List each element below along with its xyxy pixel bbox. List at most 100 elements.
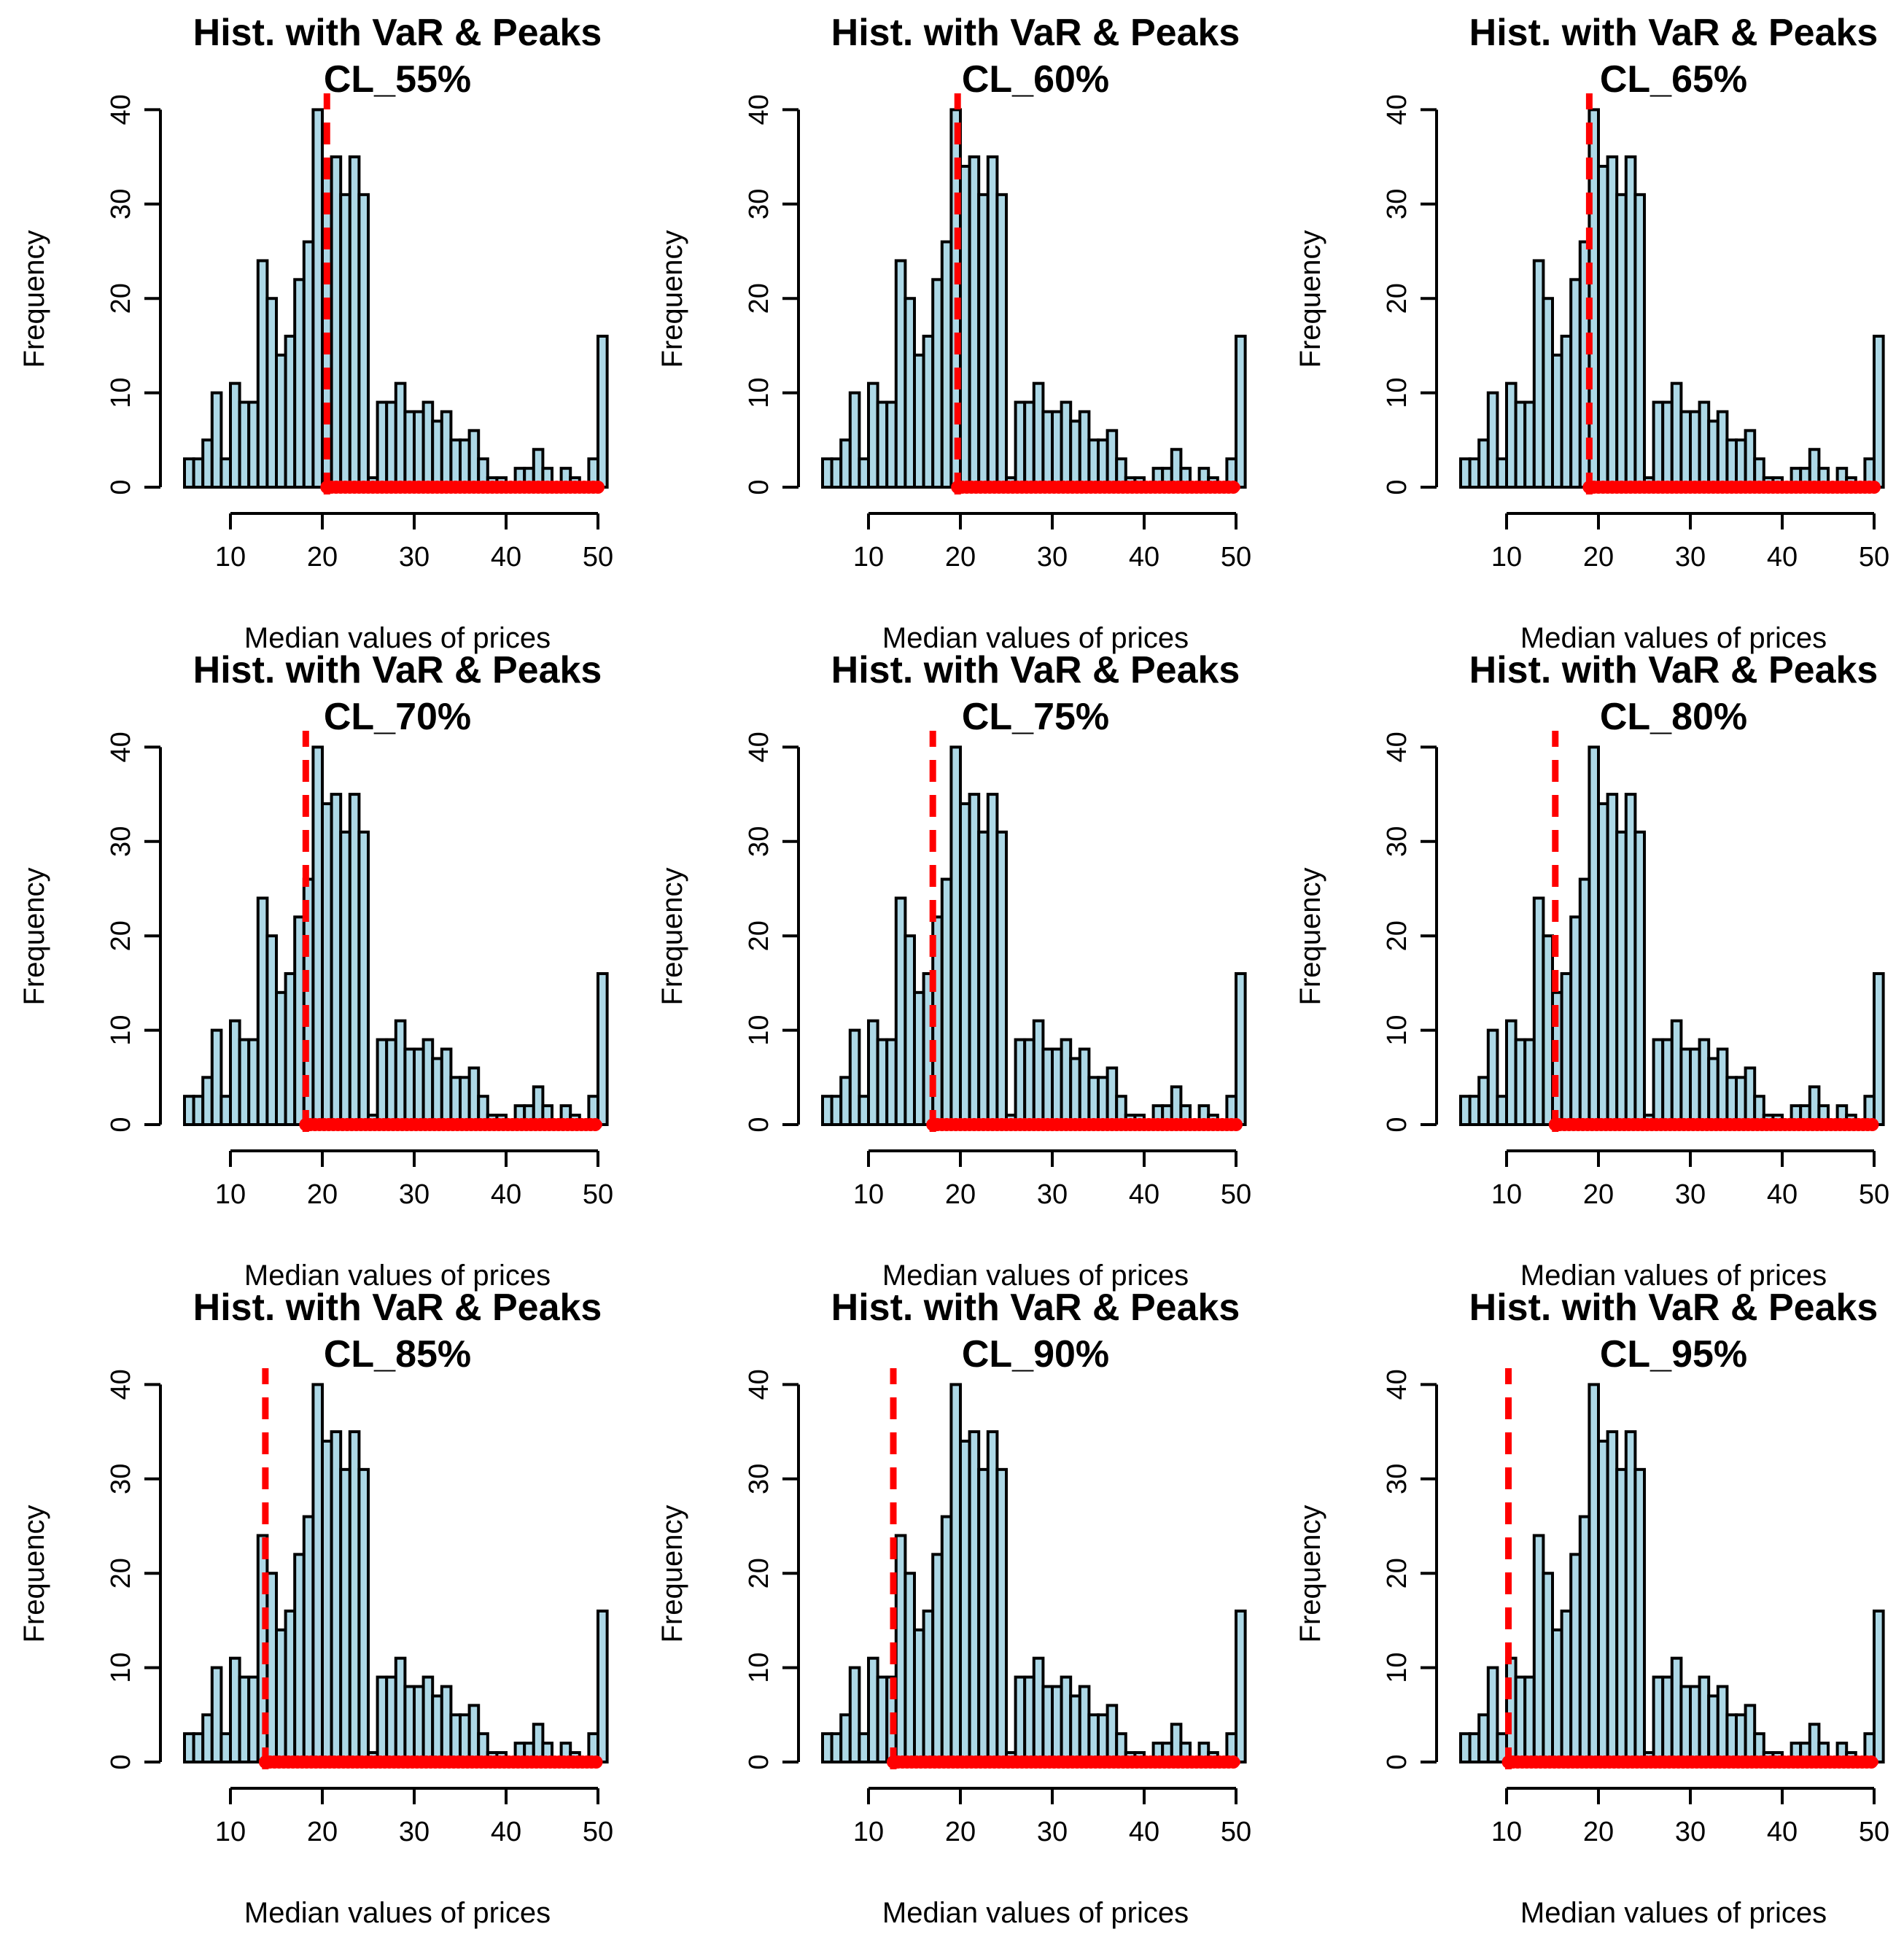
- chart-subtitle: CL_95%: [1600, 1333, 1747, 1375]
- x-tick-label: 40: [491, 542, 521, 573]
- x-tick-label: 50: [583, 542, 613, 573]
- x-tick-label: 30: [399, 1179, 430, 1210]
- peaks-points: [1582, 481, 1881, 494]
- histogram-bar: [1235, 1609, 1247, 1763]
- chart-title: Hist. with VaR & Peaks: [1469, 649, 1878, 691]
- peak-point: [1227, 481, 1240, 494]
- chart-title: Hist. with VaR & Peaks: [193, 1287, 602, 1329]
- peak-point: [1865, 1755, 1878, 1769]
- chart-subtitle: CL_65%: [1600, 58, 1747, 101]
- chart-subtitle: CL_75%: [962, 696, 1109, 738]
- y-axis-label: Frequency: [1294, 1505, 1326, 1643]
- y-tick-label: 0: [744, 479, 774, 494]
- y-tick-label: 10: [1382, 1014, 1413, 1045]
- histogram-bar: [995, 1467, 1008, 1763]
- y-tick-label: 40: [106, 94, 136, 125]
- y-tick-label: 20: [744, 283, 774, 314]
- x-tick-label: 50: [583, 1817, 613, 1847]
- x-tick-label: 20: [1583, 542, 1614, 573]
- chart-subtitle: CL_60%: [962, 58, 1109, 101]
- x-tick-label: 20: [945, 542, 976, 573]
- x-tick-label: 50: [1221, 542, 1251, 573]
- peaks-points: [1501, 1755, 1878, 1769]
- y-tick-label: 10: [106, 1014, 136, 1045]
- histogram-bar: [357, 830, 370, 1126]
- x-axis-label: Median values of prices: [1520, 1897, 1827, 1929]
- x-tick-label: 30: [1037, 1817, 1068, 1847]
- x-axis-label: Median values of prices: [244, 622, 551, 654]
- x-tick-label: 50: [1221, 1179, 1251, 1210]
- y-axis-label: Frequency: [1294, 868, 1326, 1006]
- histogram-bar: [1486, 1666, 1499, 1763]
- histogram-bar: [357, 1467, 370, 1763]
- chart-title: Hist. with VaR & Peaks: [831, 12, 1240, 54]
- histogram-bar: [1873, 971, 1885, 1126]
- y-tick-label: 30: [106, 826, 136, 857]
- y-tick-label: 30: [1382, 189, 1413, 220]
- histogram-bar: [210, 1028, 223, 1126]
- peak-point: [1868, 481, 1881, 494]
- x-tick-label: 20: [945, 1179, 976, 1210]
- x-tick-label: 30: [1675, 1179, 1706, 1210]
- y-tick-label: 40: [1382, 94, 1413, 125]
- y-tick-label: 20: [1382, 920, 1413, 951]
- histogram-bar: [1235, 334, 1247, 489]
- peak-point: [591, 481, 605, 494]
- x-axis-label: Median values of prices: [244, 1897, 551, 1929]
- chart-subtitle: CL_70%: [324, 696, 471, 738]
- histogram-panel-4: Hist. with VaR & Peaks CL_70% 0 10 20 30 40 10 2…: [18, 649, 613, 1292]
- y-tick-label: 0: [1382, 1117, 1413, 1132]
- y-tick-label: 0: [744, 1754, 774, 1769]
- y-tick-label: 0: [106, 479, 136, 494]
- x-tick-label: 50: [1859, 542, 1889, 573]
- x-tick-label: 10: [215, 1179, 246, 1210]
- peak-point: [589, 1755, 603, 1769]
- histogram-panel-6: Hist. with VaR & Peaks CL_80% 0 10 20 30 40 10 2…: [1294, 649, 1889, 1292]
- y-tick-label: 20: [106, 920, 136, 951]
- histogram-bar: [1633, 193, 1646, 489]
- x-tick-label: 30: [399, 1817, 430, 1847]
- x-tick-label: 40: [1129, 1179, 1159, 1210]
- x-tick-label: 10: [853, 542, 884, 573]
- x-tick-label: 10: [1491, 1817, 1522, 1847]
- y-tick-label: 20: [1382, 1558, 1413, 1588]
- x-tick-label: 20: [307, 542, 338, 573]
- peak-point: [1229, 1118, 1243, 1131]
- y-tick-label: 40: [744, 94, 774, 125]
- histogram-bar: [1235, 971, 1247, 1126]
- x-tick-label: 40: [1767, 542, 1798, 573]
- x-tick-label: 10: [215, 542, 246, 573]
- x-tick-label: 20: [307, 1179, 338, 1210]
- histogram-bar: [1486, 1028, 1499, 1126]
- y-tick-label: 30: [1382, 1464, 1413, 1494]
- x-axis-label: Median values of prices: [1520, 1260, 1827, 1292]
- x-tick-label: 20: [1583, 1817, 1614, 1847]
- chart-subtitle: CL_90%: [962, 1333, 1109, 1375]
- chart-subtitle: CL_85%: [324, 1333, 471, 1375]
- y-tick-label: 10: [106, 1652, 136, 1683]
- chart-title: Hist. with VaR & Peaks: [831, 1287, 1240, 1329]
- x-tick-label: 40: [491, 1179, 521, 1210]
- histogram-bar: [1873, 1609, 1885, 1763]
- peak-point: [1865, 1118, 1879, 1131]
- histogram-bar: [1633, 1467, 1646, 1763]
- y-tick-label: 10: [106, 377, 136, 408]
- y-axis-label: Frequency: [656, 1505, 688, 1643]
- histogram-bar: [357, 193, 370, 489]
- histogram-bar: [597, 971, 609, 1126]
- peaks-points: [887, 1755, 1240, 1769]
- x-tick-label: 10: [853, 1179, 884, 1210]
- x-tick-label: 20: [307, 1817, 338, 1847]
- chart-subtitle: CL_55%: [324, 58, 471, 101]
- y-axis-label: Frequency: [656, 868, 688, 1006]
- y-tick-label: 10: [1382, 1652, 1413, 1683]
- y-tick-label: 20: [744, 920, 774, 951]
- y-tick-label: 40: [1382, 1369, 1413, 1400]
- x-tick-label: 30: [1037, 1179, 1068, 1210]
- histogram-bar: [995, 830, 1008, 1126]
- chart-title: Hist. with VaR & Peaks: [193, 12, 602, 54]
- y-tick-label: 30: [744, 189, 774, 220]
